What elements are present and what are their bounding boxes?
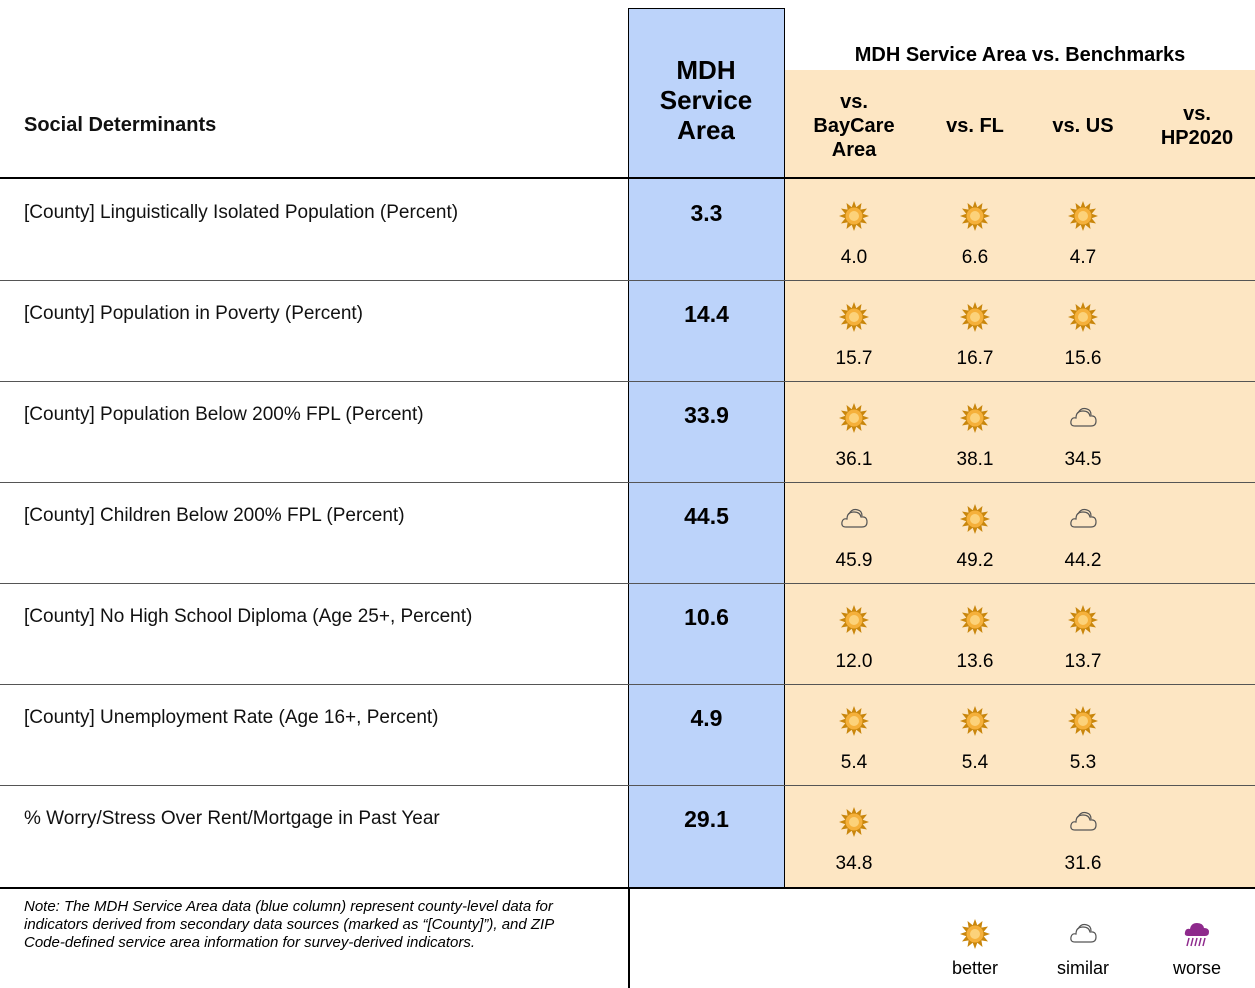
peach-area bbox=[785, 70, 1255, 888]
row-value: 14.4 bbox=[684, 301, 729, 327]
benchmark-value: 15.7 bbox=[835, 348, 873, 369]
benchmark-value: 6.6 bbox=[961, 247, 989, 268]
benchmark-value: 34.5 bbox=[1064, 449, 1102, 470]
row-label: [County] Population Below 200% FPL (Perc… bbox=[24, 404, 424, 425]
row-value: 33.9 bbox=[684, 402, 729, 428]
row-label: [County] Children Below 200% FPL (Percen… bbox=[24, 505, 405, 526]
benchmark-icon bbox=[838, 503, 870, 535]
row-rule bbox=[0, 684, 1255, 685]
header-indicator: Social Determinants bbox=[24, 114, 217, 136]
table-bottom-rule bbox=[0, 887, 1255, 889]
benchmark-icon bbox=[959, 503, 991, 535]
benchmark-icon bbox=[838, 200, 870, 232]
benchmark-icon bbox=[959, 705, 991, 737]
benchmark-value: 15.6 bbox=[1064, 348, 1102, 369]
row-rule bbox=[0, 280, 1255, 281]
benchmark-icon bbox=[1067, 604, 1099, 636]
benchmark-value: 4.7 bbox=[1069, 247, 1097, 268]
note: Note: The MDH Service Area data (blue co… bbox=[24, 898, 554, 951]
row-rule bbox=[0, 381, 1255, 382]
row-label: [County] Unemployment Rate (Age 16+, Per… bbox=[24, 707, 439, 728]
benchmark-icon bbox=[838, 604, 870, 636]
benchmark-icon bbox=[1067, 705, 1099, 737]
legend-label: similar bbox=[1057, 958, 1109, 978]
row-value: 29.1 bbox=[684, 806, 729, 832]
benchmark-icon bbox=[959, 301, 991, 333]
benchmark-icon bbox=[838, 806, 870, 838]
header-benchmark: vs. BayCare Area bbox=[813, 90, 895, 161]
benchmark-icon bbox=[1067, 402, 1099, 434]
footer-divider bbox=[628, 888, 630, 988]
header-service-area: MDH Service Area bbox=[659, 55, 753, 145]
row-value: 44.5 bbox=[684, 503, 729, 529]
header-rule bbox=[0, 177, 1255, 179]
benchmark-value: 34.8 bbox=[835, 853, 873, 874]
row-rule bbox=[0, 785, 1255, 786]
benchmark-icon bbox=[959, 604, 991, 636]
row-value: 10.6 bbox=[684, 604, 729, 630]
benchmark-value: 49.2 bbox=[956, 550, 994, 571]
blue-column bbox=[628, 8, 785, 888]
legend-label: better bbox=[951, 958, 999, 978]
header-benchmark: vs. FL bbox=[946, 114, 1004, 137]
benchmark-value: 36.1 bbox=[835, 449, 873, 470]
benchmark-icon bbox=[838, 301, 870, 333]
benchmark-icon bbox=[838, 705, 870, 737]
benchmark-icon bbox=[1067, 301, 1099, 333]
row-label: % Worry/Stress Over Rent/Mortgage in Pas… bbox=[24, 808, 440, 829]
header-benchmark: vs. HP2020 bbox=[1160, 102, 1234, 149]
benchmark-value: 12.0 bbox=[835, 651, 873, 672]
legend-label: worse bbox=[1172, 958, 1221, 978]
row-value: 4.9 bbox=[690, 705, 723, 731]
header-benchmark: vs. US bbox=[1052, 114, 1114, 137]
header-benchmarks-title: MDH Service Area vs. Benchmarks bbox=[854, 43, 1186, 66]
benchmark-icon bbox=[1067, 503, 1099, 535]
benchmark-value: 5.3 bbox=[1069, 752, 1097, 773]
benchmark-value: 44.2 bbox=[1064, 550, 1102, 571]
row-label: [County] Population in Poverty (Percent) bbox=[24, 303, 364, 324]
benchmark-value: 31.6 bbox=[1064, 853, 1102, 874]
legend-icon bbox=[1067, 918, 1099, 950]
benchmark-icon bbox=[1067, 200, 1099, 232]
row-rule bbox=[0, 583, 1255, 584]
benchmark-icon bbox=[959, 200, 991, 232]
benchmark-icon bbox=[959, 402, 991, 434]
benchmark-value: 5.4 bbox=[961, 752, 989, 773]
benchmark-value: 13.6 bbox=[956, 651, 994, 672]
legend-icon bbox=[1181, 918, 1213, 950]
benchmark-value: 16.7 bbox=[956, 348, 994, 369]
row-rule bbox=[0, 482, 1255, 483]
benchmark-icon bbox=[1067, 806, 1099, 838]
row-value: 3.3 bbox=[690, 200, 723, 226]
row-label: [County] No High School Diploma (Age 25+… bbox=[24, 606, 473, 627]
benchmark-icon bbox=[838, 402, 870, 434]
benchmark-value: 13.7 bbox=[1064, 651, 1102, 672]
legend-icon bbox=[959, 918, 991, 950]
row-label: [County] Linguistically Isolated Populat… bbox=[24, 202, 459, 223]
benchmark-value: 4.0 bbox=[840, 247, 868, 268]
benchmark-value: 5.4 bbox=[840, 752, 868, 773]
benchmark-value: 38.1 bbox=[956, 449, 994, 470]
benchmark-value: 45.9 bbox=[835, 550, 873, 571]
